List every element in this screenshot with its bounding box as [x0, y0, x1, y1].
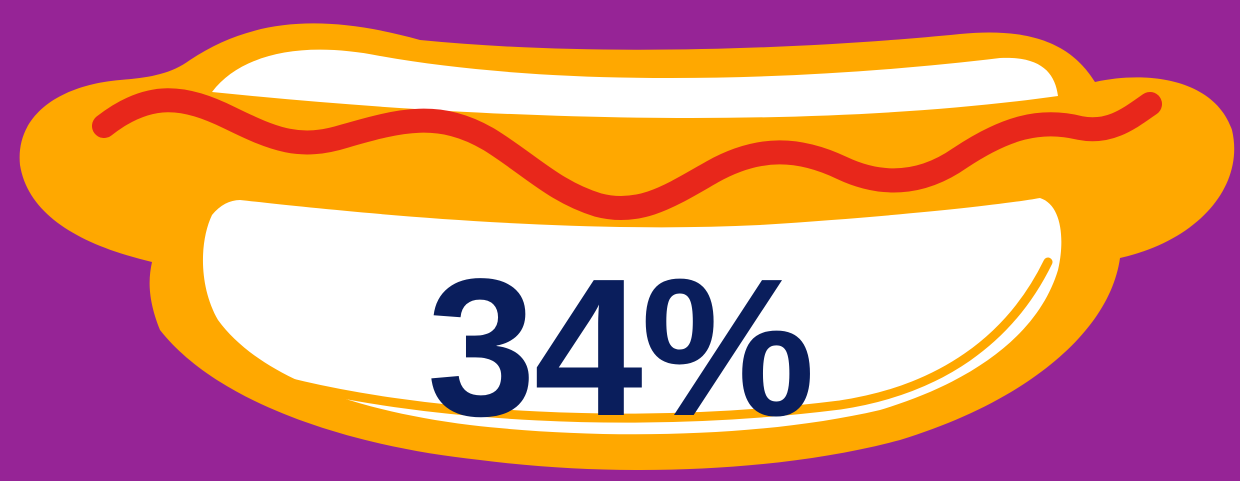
bun-inner-shade	[267, 257, 1053, 423]
bun-top-highlight	[212, 49, 1058, 119]
percentage-value: 34%	[426, 238, 815, 457]
ketchup-squiggle	[92, 88, 1162, 221]
bun-bottom-inner	[202, 198, 1062, 435]
